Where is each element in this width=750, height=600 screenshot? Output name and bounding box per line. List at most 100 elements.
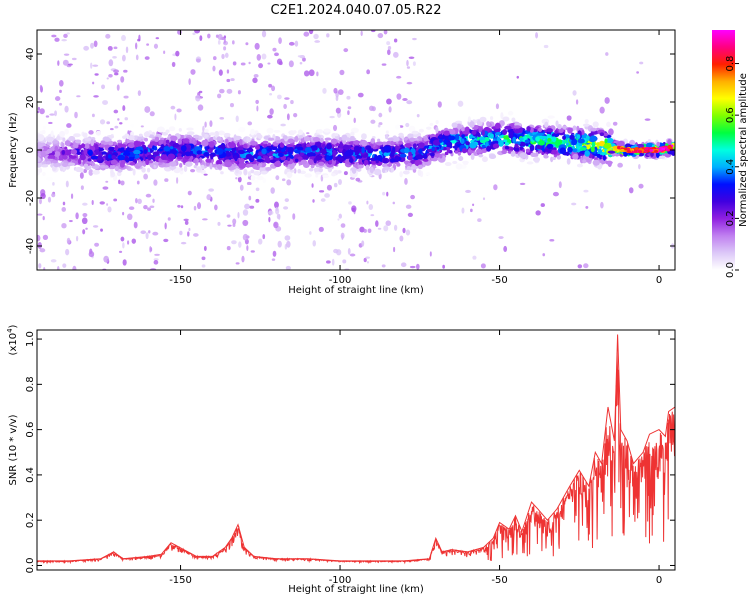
heatmap-cell (244, 203, 250, 210)
heatmap-cell (107, 46, 113, 51)
heatmap-cell (605, 137, 614, 144)
heatmap-cell (399, 171, 403, 178)
heatmap-cell (543, 153, 548, 159)
heatmap-cell (245, 163, 254, 168)
heatmap-cell (390, 167, 394, 173)
heatmap-cell (469, 142, 477, 149)
heatmap-cell (418, 142, 425, 149)
heatmap-cell (140, 125, 144, 128)
heatmap-cell (455, 163, 463, 170)
heatmap-cell (461, 126, 466, 132)
heatmap-cell (361, 240, 365, 247)
snr-y-tick-label: 0.0 (25, 558, 36, 574)
heatmap-cell (431, 146, 435, 152)
heatmap-cell (37, 242, 42, 249)
colorbar-tick-label: 0.0 (725, 262, 736, 278)
heatmap-cell (590, 146, 595, 153)
heatmap-cell (633, 149, 638, 153)
heatmap-cell (274, 52, 279, 57)
heatmap-cell (210, 153, 214, 160)
heatmap-cell (450, 140, 457, 144)
heatmap-cell (237, 174, 241, 178)
heatmap-cell (481, 156, 488, 163)
heatmap-cell (386, 41, 391, 46)
heatmap-cell (275, 175, 280, 181)
heatmap-cell (572, 148, 578, 153)
heatmap-cell (50, 259, 57, 263)
heatmap-cell (288, 41, 295, 46)
heatmap-cell (656, 141, 661, 147)
heatmap-cell (374, 154, 378, 161)
heatmap-cell (193, 205, 197, 211)
heatmap-cell (94, 73, 99, 76)
heatmap-cell (385, 220, 392, 226)
heatmap-cell (231, 240, 237, 245)
heatmap-cell (407, 212, 413, 217)
heatmap-cell (275, 207, 279, 212)
heatmap-cell (351, 205, 357, 213)
heatmap-cell (197, 104, 204, 111)
heatmap-cell (233, 134, 237, 142)
heatmap-cell (565, 151, 570, 156)
heatmap-cell (148, 230, 151, 234)
heatmap-cell (639, 152, 644, 157)
heatmap-cell (163, 146, 171, 152)
heatmap-cell (131, 238, 137, 244)
heatmap-cell (61, 162, 68, 167)
heatmap-cell (79, 172, 84, 179)
heatmap-cell (373, 168, 382, 176)
heatmap-cell (319, 190, 325, 193)
heatmap-cell (377, 138, 381, 142)
heatmap-cell (45, 115, 50, 118)
heatmap-cell (164, 222, 167, 230)
heatmap-cell (144, 137, 148, 142)
heatmap-cell (132, 168, 136, 176)
heatmap-cell (160, 154, 167, 161)
heatmap-cell (214, 204, 218, 211)
heatmap-cell (114, 125, 119, 129)
heatmap-cell (91, 113, 95, 118)
heatmap-cell (469, 121, 475, 128)
heatmap-cell (296, 146, 304, 151)
heatmap-cell (408, 151, 412, 156)
heatmap-cell (269, 159, 277, 164)
heatmap-cell (255, 99, 259, 105)
heatmap-cell (101, 151, 107, 155)
heatmap-cell (83, 163, 89, 169)
heatmap-cell (558, 181, 562, 189)
colorbar-tick-label: 0.4 (725, 159, 736, 175)
heatmap-cell (572, 153, 579, 160)
heatmap-cell (597, 148, 603, 154)
heatmap-cell (235, 177, 238, 180)
heatmap-cell (318, 167, 324, 173)
heatmap-x-tick-label: -150 (169, 275, 192, 286)
heatmap-cell (39, 108, 45, 115)
heatmap-cell (250, 140, 257, 146)
heatmap-cell (353, 117, 356, 124)
heatmap-cell (217, 221, 221, 226)
heatmap-cell (360, 140, 368, 147)
heatmap-cell (286, 113, 290, 121)
heatmap-cell (258, 163, 263, 168)
heatmap-cell (350, 127, 359, 134)
heatmap-cell (56, 136, 60, 141)
heatmap-cell (422, 153, 428, 159)
heatmap-cell (388, 106, 392, 113)
heatmap-cell (104, 165, 109, 169)
heatmap-cell (454, 150, 459, 154)
heatmap-cell (193, 233, 199, 237)
heatmap-cell (480, 139, 487, 144)
colorbar-tick-label: 0.8 (725, 56, 736, 72)
heatmap-cell (272, 47, 277, 52)
heatmap-cell (176, 153, 182, 157)
heatmap-cell (102, 186, 109, 190)
heatmap-cell (153, 179, 158, 186)
heatmap-cell (225, 150, 230, 157)
heatmap-cell (143, 204, 148, 210)
heatmap-cell (616, 141, 625, 147)
heatmap-cell (297, 129, 304, 136)
heatmap-cell (114, 166, 119, 172)
heatmap-cell (392, 51, 399, 58)
heatmap-cell (536, 144, 543, 150)
heatmap-cell (103, 136, 111, 142)
